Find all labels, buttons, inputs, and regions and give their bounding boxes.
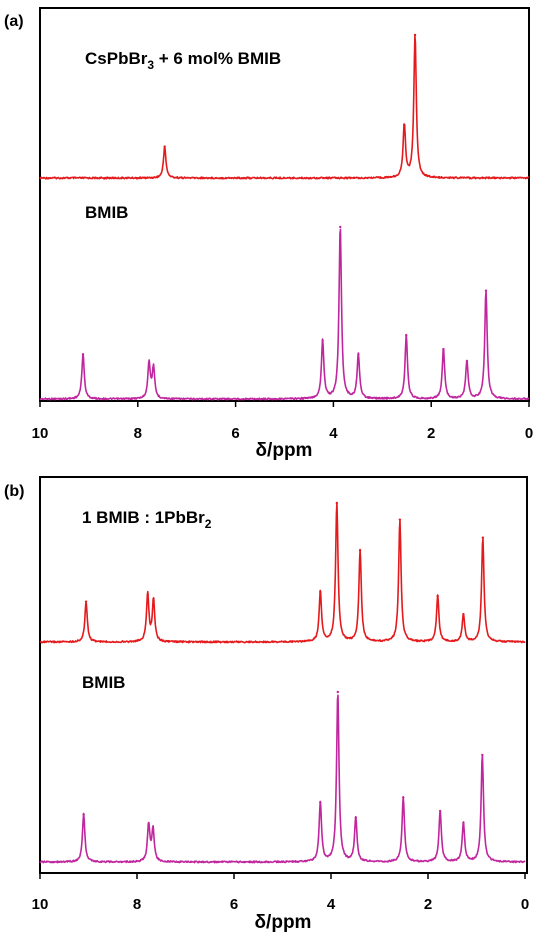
panel-a-frame xyxy=(39,7,530,402)
panel-b-series-0-peak xyxy=(358,549,362,552)
panel-a-x-axis-title: δ/ppm xyxy=(256,440,313,461)
panel-b-x-axis: 10 8 6 4 2 0 xyxy=(32,873,529,913)
panel-b-x-tick-label: 4 xyxy=(327,896,336,913)
panel-a: (a) CsPbBr3 + 6 mol% BMIB BMIB 10 8 6 4 2 0 δ… xyxy=(4,7,533,461)
panel-b-x-tick-label: 10 xyxy=(32,896,49,913)
panel-b-series-0-peak xyxy=(335,501,339,505)
panel-b-series-1-peak xyxy=(402,796,405,799)
panel-a-x-axis: 10 8 6 4 2 0 xyxy=(32,401,533,442)
panel-a-series-1-peak xyxy=(81,353,85,356)
panel-a-bottom-series-label: BMIB xyxy=(85,203,128,222)
panel-b-series-0-peak xyxy=(84,600,88,603)
panel-a-series-0-peak xyxy=(413,33,417,37)
panel-a-series-1-peak xyxy=(465,359,469,363)
panel-a-x-tick-label: 0 xyxy=(525,425,533,442)
panel-b-series-1-peak xyxy=(462,821,465,825)
panel-a-label: (a) xyxy=(4,13,24,30)
panel-a-series-1-peak xyxy=(321,339,324,342)
panel-a-top-label-rest: + 6 mol% BMIB xyxy=(154,49,281,68)
panel-a-top-label-main: CsPbBr xyxy=(85,49,148,68)
panel-b-series-0-peak xyxy=(462,613,465,616)
panel-a-x-tick-label: 6 xyxy=(231,425,239,442)
panel-b-top-spectrum-line xyxy=(39,502,526,644)
panel-b-frame xyxy=(39,476,528,874)
panel-b-x-tick-label: 0 xyxy=(521,896,529,913)
panel-b: (b) 1 BMIB : 1PbBr2 BMIB 10 8 6 4 2 0 δ/ppm xyxy=(4,476,529,933)
panel-a-x-tick-label: 2 xyxy=(427,425,435,442)
panel-a-x-tick-label: 8 xyxy=(134,425,142,442)
panel-b-x-tick-label: 6 xyxy=(230,896,238,913)
panel-b-top-label-main: 1 BMIB : 1PbBr xyxy=(82,508,205,527)
panel-b-series-1-peak xyxy=(354,816,357,819)
panel-a-series-1-peak xyxy=(152,366,155,370)
panel-a-series-1-peak xyxy=(339,225,342,229)
panel-a-x-tick-label: 10 xyxy=(32,425,49,442)
panel-b-x-tick-label: 2 xyxy=(424,896,432,913)
panel-b-top-label-sub: 2 xyxy=(205,517,212,531)
panel-a-x-tick-label: 4 xyxy=(329,425,338,442)
panel-b-series-0-peak xyxy=(319,590,322,594)
panel-a-series-1-peak xyxy=(405,334,408,337)
panel-b-series-1-peak xyxy=(82,813,85,816)
panel-a-series-1-peak xyxy=(147,361,151,365)
panel-b-series-0-peak xyxy=(481,536,485,539)
panel-b-bottom-series-label: BMIB xyxy=(82,673,125,692)
panel-b-series-1-peak xyxy=(319,801,322,804)
panel-a-top-series-label: CsPbBr3 + 6 mol% BMIB xyxy=(85,49,281,72)
panel-a-series-0-peak xyxy=(403,123,406,127)
panel-b-series-1-peak xyxy=(481,753,484,757)
panel-b-series-0-peak xyxy=(152,599,155,602)
panel-b-series-1-peak xyxy=(438,809,442,813)
panel-b-bottom-spectrum-line xyxy=(39,694,526,864)
panel-a-top-spectrum-line xyxy=(39,35,530,180)
panel-b-top-series-label: 1 BMIB : 1PbBr2 xyxy=(82,508,212,531)
panel-b-x-tick-label: 8 xyxy=(133,896,141,913)
panel-a-series-1-peak xyxy=(442,347,445,351)
panel-b-series-1-peak xyxy=(147,823,150,826)
panel-b-series-0-peak xyxy=(146,593,149,596)
panel-a-top-label-sub: 3 xyxy=(147,58,154,72)
panel-b-series-1-peak xyxy=(151,828,155,831)
panel-a-series-0-peak xyxy=(163,145,166,148)
panel-b-series-1-peak xyxy=(336,690,339,694)
panel-a-series-1-peak xyxy=(357,353,360,356)
panel-b-series-0-peak xyxy=(398,518,402,521)
panel-b-label: (b) xyxy=(4,483,24,500)
panel-a-series-1-peak xyxy=(484,289,488,292)
panel-b-series-0-peak xyxy=(436,594,439,598)
panel-b-x-axis-title: δ/ppm xyxy=(255,912,312,933)
panel-a-bottom-spectrum-line xyxy=(39,228,530,401)
